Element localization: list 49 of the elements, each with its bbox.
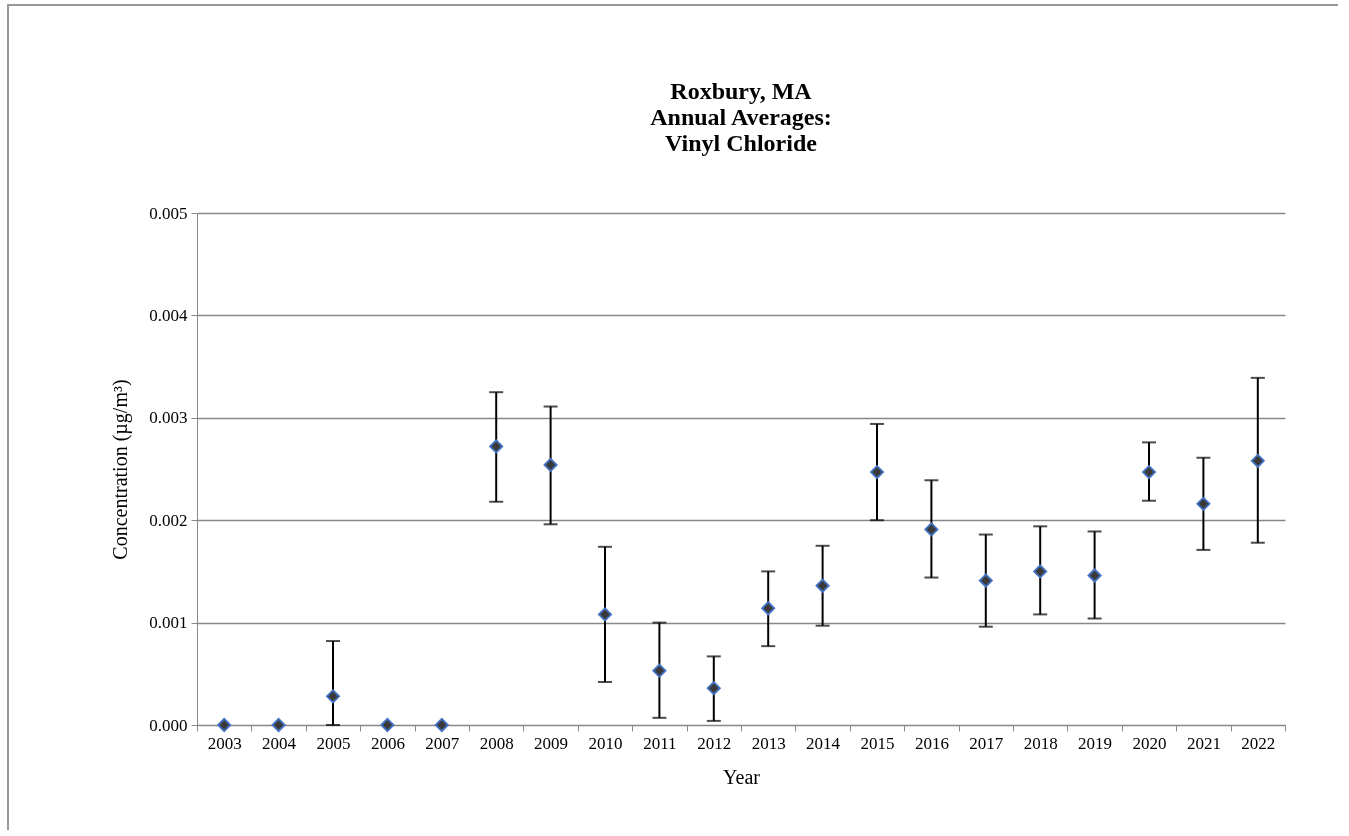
point bbox=[978, 573, 993, 588]
point bbox=[869, 465, 885, 480]
x-tick-label: 2019 bbox=[1078, 733, 1113, 753]
x-tick-label: 2015 bbox=[860, 733, 895, 753]
x-tick-label: 2022 bbox=[1241, 733, 1276, 753]
x-tick-label: 2018 bbox=[1023, 733, 1058, 753]
y-tick-label: 0.002 bbox=[149, 510, 188, 530]
x-tick-label: 2021 bbox=[1186, 733, 1221, 753]
point bbox=[1196, 496, 1211, 511]
y-tick-label: 0.005 bbox=[149, 203, 188, 223]
x-tick-label: 2011 bbox=[643, 733, 677, 753]
point bbox=[380, 717, 395, 733]
chart-title: Roxbury, MA Annual Averages: Vinyl Chloride bbox=[650, 78, 832, 156]
point bbox=[815, 578, 830, 593]
point bbox=[489, 439, 504, 454]
x-tick-label: 2010 bbox=[588, 733, 623, 753]
x-tick-label: 2014 bbox=[806, 733, 841, 753]
x-tick-label: 2017 bbox=[969, 733, 1004, 753]
x-tick-label: 2008 bbox=[479, 733, 514, 753]
point bbox=[1087, 568, 1102, 583]
point bbox=[434, 717, 449, 733]
x-tick-label: 2003 bbox=[207, 733, 242, 753]
point bbox=[706, 681, 721, 696]
y-tick-label: 0.004 bbox=[149, 305, 188, 325]
x-tick-label: 2009 bbox=[534, 733, 569, 753]
point bbox=[1250, 453, 1265, 468]
point bbox=[924, 522, 939, 537]
x-axis-title: Year bbox=[723, 765, 761, 788]
x-tick-label: 2004 bbox=[262, 733, 297, 753]
x-tick-label: 2020 bbox=[1132, 733, 1167, 753]
point bbox=[652, 663, 667, 678]
x-tick-label: 2012 bbox=[697, 733, 732, 753]
point bbox=[1033, 564, 1048, 579]
point bbox=[1141, 465, 1157, 480]
point bbox=[543, 457, 558, 472]
point bbox=[597, 607, 613, 622]
point bbox=[325, 689, 341, 704]
y-axis-title: Concentration (µg/m³) bbox=[109, 379, 133, 560]
x-tick-label: 2007 bbox=[425, 733, 460, 753]
y-tick-label: 0.003 bbox=[149, 408, 188, 428]
y-tick-label: 0.001 bbox=[149, 613, 188, 633]
x-tick-label: 2013 bbox=[751, 733, 786, 753]
x-tick-label: 2006 bbox=[370, 733, 405, 753]
y-tick-label: 0.000 bbox=[149, 715, 188, 735]
point bbox=[761, 601, 776, 616]
x-tick-label: 2016 bbox=[914, 733, 949, 753]
x-tick-label: 2005 bbox=[316, 733, 351, 753]
point bbox=[271, 717, 286, 733]
point bbox=[217, 717, 232, 733]
